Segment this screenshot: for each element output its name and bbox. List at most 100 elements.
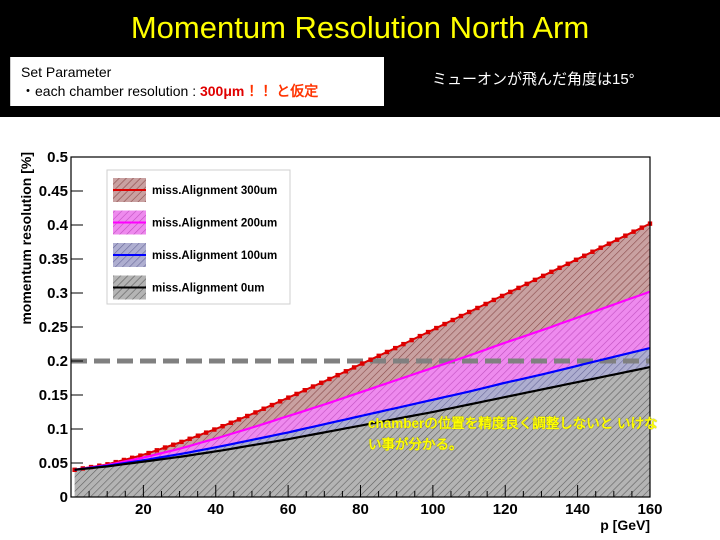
x-tick-label: 80 [352, 501, 369, 518]
series-marker [606, 241, 612, 246]
y-tick-label: 0.1 [47, 421, 68, 438]
series-marker [483, 301, 488, 307]
series-marker [129, 455, 135, 460]
series-marker [154, 448, 160, 453]
y-tick-label: 0.35 [39, 251, 68, 268]
series-marker [319, 380, 324, 385]
series-marker [236, 417, 242, 422]
series-marker [261, 406, 266, 411]
series-marker [524, 281, 529, 287]
y-tick-label: 0.2 [47, 353, 68, 370]
series-marker [195, 433, 201, 438]
series-marker [286, 395, 291, 400]
series-marker [360, 361, 365, 366]
series-marker [187, 436, 192, 441]
series-marker [294, 391, 299, 397]
series-marker [220, 423, 225, 429]
angle-note: ミューオンが飛んだ角度は15° [432, 71, 635, 88]
series-marker [458, 313, 464, 319]
legend-entry: miss.Alignment 200um [152, 218, 277, 230]
param-heading: Set Parameter [21, 64, 112, 80]
y-tick-label: 0.4 [47, 217, 69, 234]
series-marker [392, 345, 398, 351]
series-marker [491, 297, 497, 303]
series-marker [557, 265, 562, 271]
series-marker [376, 353, 381, 359]
series-marker [384, 349, 390, 355]
param-line: ・each chamber resolution : 300μm ！！と仮定 [21, 82, 384, 101]
series-marker [310, 384, 316, 389]
parameter-box: Set Parameter ・each chamber resolution :… [10, 57, 384, 106]
series-marker [499, 293, 505, 299]
band-3 [74, 367, 650, 497]
y-tick-label: 0.45 [39, 183, 68, 200]
x-tick-label: 140 [565, 501, 590, 518]
series-marker [327, 376, 332, 382]
y-tick-label: 0.3 [47, 285, 68, 302]
series-marker [598, 245, 603, 250]
series-marker [425, 329, 431, 335]
series-line-3 [74, 366, 651, 471]
series-line-1 [74, 290, 651, 471]
series-marker [614, 237, 620, 242]
series-marker [212, 427, 217, 432]
series-marker [138, 453, 143, 458]
series-marker [179, 439, 184, 445]
param-value: 300μm [199, 83, 245, 99]
series-marker [450, 317, 455, 323]
series-marker [113, 459, 118, 465]
x-tick-label: 20 [135, 501, 152, 518]
series-marker [368, 357, 373, 362]
x-tick-label: 40 [207, 501, 224, 518]
y-tick-label: 0.15 [39, 387, 68, 404]
y-tick-label: 0.5 [47, 149, 68, 166]
series-line-2 [74, 347, 651, 471]
series-marker [203, 430, 209, 435]
series-marker [253, 410, 258, 415]
legend-entry: miss.Alignment 0um [152, 283, 264, 295]
series-marker [565, 261, 571, 266]
series-marker [549, 269, 554, 275]
series-marker [335, 372, 340, 378]
series-marker [417, 333, 423, 339]
slide-title: Momentum Resolution North Arm [130, 10, 590, 45]
param-prefix: ・each chamber resolution : [21, 83, 200, 99]
series-marker [573, 257, 579, 262]
x-tick-label: 60 [280, 501, 297, 518]
series-marker [162, 445, 168, 450]
series-marker [409, 337, 414, 343]
series-marker [401, 341, 406, 347]
series-marker [146, 450, 151, 456]
series-marker [516, 285, 521, 291]
y-tick-label: 0.25 [39, 319, 68, 336]
series-marker [508, 289, 513, 295]
x-axis-title: p [GeV] [600, 517, 650, 533]
series-marker [442, 321, 447, 327]
series-marker [434, 325, 439, 331]
series-marker [245, 413, 250, 419]
x-tick-label: 120 [493, 501, 518, 518]
series-marker [343, 369, 349, 374]
series-marker [475, 305, 480, 311]
series-marker [639, 225, 644, 230]
x-tick-label: 160 [637, 501, 662, 518]
y-axis-title: momentum resolution [%] [18, 152, 34, 325]
series-marker [582, 253, 587, 258]
param-suffix: ！！と仮定 [244, 83, 319, 99]
y-tick-label: 0.05 [39, 455, 68, 472]
x-tick-label: 100 [420, 501, 445, 518]
series-marker [631, 229, 636, 234]
legend-entry: miss.Alignment 100um [152, 250, 277, 262]
series-marker [302, 388, 307, 393]
annotation-note: chamberの位置を精度良く調整しないと いけない事が分かる。 [368, 416, 658, 452]
series-marker [351, 365, 357, 370]
series-marker [623, 233, 628, 238]
series-marker [532, 277, 538, 283]
legend-entry: miss.Alignment 300um [152, 185, 277, 197]
series-marker [466, 309, 472, 315]
series-marker [590, 249, 595, 254]
series-marker [269, 402, 275, 408]
series-marker [171, 442, 176, 447]
y-tick-label: 0 [60, 489, 68, 506]
